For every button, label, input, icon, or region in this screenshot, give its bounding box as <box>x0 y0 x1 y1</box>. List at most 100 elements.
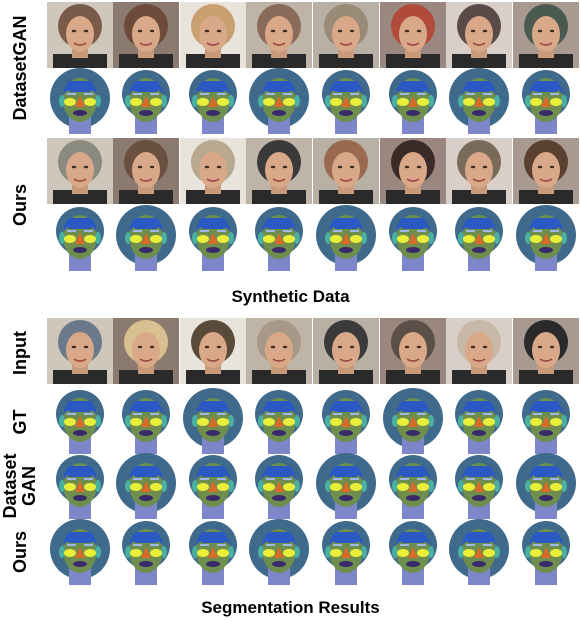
ear-left <box>125 232 131 244</box>
brow-right <box>550 544 559 546</box>
forehead-band <box>332 466 360 477</box>
forehead-band <box>399 81 427 92</box>
photo-shoulders <box>119 54 173 68</box>
photo-face <box>66 152 94 188</box>
brow-left <box>200 478 209 480</box>
ear-right <box>294 480 300 492</box>
photo-eye-left <box>404 345 410 349</box>
segmentation-mask <box>313 388 379 454</box>
brow-left <box>133 544 142 546</box>
brow-left <box>466 478 475 480</box>
cheek-left <box>397 235 409 243</box>
ear-right <box>561 232 567 244</box>
photo-eye-right <box>482 345 488 349</box>
brow-right <box>483 413 492 415</box>
ear-right <box>228 95 234 107</box>
segmentation-mask <box>246 68 312 136</box>
photo-face <box>132 16 160 52</box>
photo-shoulders <box>386 370 440 384</box>
photo-eye-left <box>137 29 143 33</box>
cheek-right <box>350 98 362 106</box>
nose-region <box>274 416 284 427</box>
row-label-datasetgan-seg: Dataset GAN <box>0 453 39 519</box>
photo-mouth <box>472 178 486 182</box>
photo-mouth <box>539 42 553 46</box>
brow-left <box>266 478 275 480</box>
brow-right <box>150 413 159 415</box>
brow-left <box>266 544 275 546</box>
segmentation-mask <box>180 453 246 519</box>
photo-shoulders <box>519 190 573 204</box>
brow-left <box>533 93 542 95</box>
photo-eye-right <box>83 345 89 349</box>
cheek-left <box>64 418 76 426</box>
brow-left <box>67 230 76 232</box>
photo-face <box>465 332 493 368</box>
photo-mouth <box>139 358 153 362</box>
ear-right <box>228 415 234 427</box>
cheek-left <box>130 418 142 426</box>
ear-right <box>294 415 300 427</box>
forehead-band <box>465 401 493 412</box>
segmentation-mask <box>47 453 113 519</box>
face-photo <box>113 138 179 204</box>
cheek-left <box>397 98 409 106</box>
photo-eye-left <box>204 345 210 349</box>
segmentation-mask <box>380 388 446 454</box>
brow-right <box>350 413 359 415</box>
cheek-left <box>130 98 142 106</box>
forehead-band <box>399 218 427 229</box>
mouth-region <box>206 495 220 501</box>
brow-left <box>400 478 409 480</box>
nose-region <box>274 233 284 244</box>
cheek-right <box>483 418 495 426</box>
ear-left <box>458 546 464 558</box>
cheek-right <box>84 418 96 426</box>
photo-mouth <box>539 358 553 362</box>
ear-right <box>361 232 367 244</box>
brow-right <box>417 230 426 232</box>
cheek-right <box>417 98 429 106</box>
segmentation-mask <box>446 388 512 454</box>
cheek-right <box>84 549 96 557</box>
caption-segmentation-results: Segmentation Results <box>201 598 380 617</box>
nose-region <box>75 481 85 492</box>
nose-region <box>274 547 284 558</box>
brow-left <box>67 478 76 480</box>
ear-right <box>361 95 367 107</box>
brow-left <box>133 413 142 415</box>
mouth-region <box>539 495 553 501</box>
ear-left <box>525 480 531 492</box>
mouth-region <box>73 110 87 116</box>
ear-left <box>258 415 264 427</box>
photo-mouth <box>272 358 286 362</box>
cheek-right <box>350 483 362 491</box>
photo-eye-left <box>270 345 276 349</box>
cheek-right <box>483 235 495 243</box>
face-photo <box>246 138 312 204</box>
cheek-right <box>217 483 229 491</box>
photo-eye-left <box>137 345 143 349</box>
mouth-region <box>139 561 153 567</box>
photo-eye-left <box>71 345 77 349</box>
forehead-band <box>66 218 94 229</box>
ear-left <box>458 95 464 107</box>
nose-region <box>208 547 218 558</box>
ear-left <box>392 95 398 107</box>
photo-eye-left <box>470 345 476 349</box>
brow-left <box>266 230 275 232</box>
forehead-band <box>332 401 360 412</box>
cheek-right <box>150 549 162 557</box>
face-photo <box>180 138 246 204</box>
cheek-right <box>417 549 429 557</box>
row-label-ours-synthetic: Ours <box>10 183 30 227</box>
nose-region <box>341 416 351 427</box>
brow-right <box>217 544 226 546</box>
photo-eye-right <box>482 165 488 169</box>
mouth-region <box>272 110 286 116</box>
segmentation-mask <box>180 68 246 136</box>
ear-left <box>192 232 198 244</box>
ear-left <box>525 546 531 558</box>
brow-left <box>400 544 409 546</box>
forehead-band <box>66 532 94 543</box>
